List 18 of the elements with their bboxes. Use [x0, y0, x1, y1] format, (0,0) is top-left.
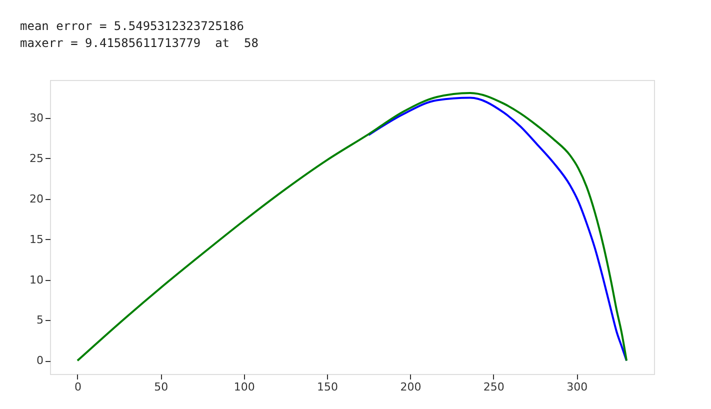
x-tick-label: 0: [74, 380, 82, 394]
line-series: [76, 92, 628, 362]
y-tick-label: 15: [30, 232, 44, 246]
x-tick-label: 300: [566, 380, 588, 394]
x-tick-label: 100: [234, 380, 255, 394]
y-tick-label: 0: [36, 354, 44, 368]
x-tick-label: 150: [317, 380, 338, 394]
text: maxerr = 9.41585611713779 at 58: [20, 36, 258, 50]
text: mean error = 5.5495312323725186: [20, 19, 244, 33]
y-tick-label: 25: [30, 152, 44, 165]
line-series: [368, 96, 628, 362]
y-tick-label: 10: [30, 273, 44, 286]
y-tick-label: 5: [36, 314, 44, 327]
x-tick-label: 200: [400, 380, 422, 394]
x-tick-label: 250: [483, 380, 504, 394]
y-tick-label: 20: [30, 192, 44, 206]
y-tick-label: 30: [30, 112, 44, 125]
x-tick-label: 50: [154, 380, 168, 394]
